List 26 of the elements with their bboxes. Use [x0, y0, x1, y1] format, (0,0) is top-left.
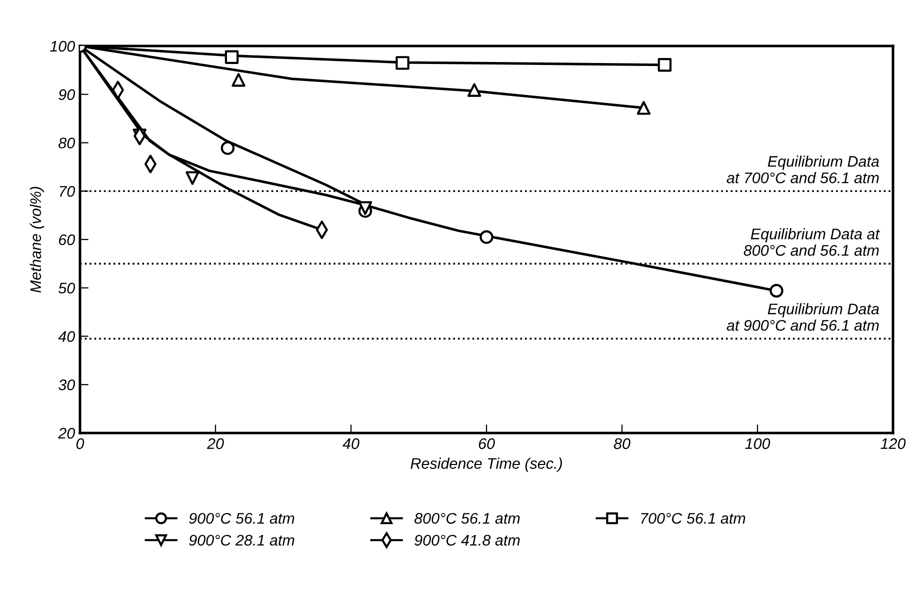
- y-tick-label: 100: [50, 40, 76, 52]
- legend-label: 900°C 28.1 atm: [189, 534, 294, 546]
- ref-line-label: Equilibrium Data at 800°C and 56.1 atm: [744, 228, 880, 256]
- y-tick-label: 20: [58, 428, 76, 439]
- legend-label: 900°C 56.1 atm: [189, 512, 294, 524]
- y-tick-label: 50: [58, 282, 76, 294]
- x-tick-label: 20: [206, 438, 224, 450]
- x-tick-label: 100: [745, 438, 770, 450]
- y-tick-label: 80: [58, 138, 76, 148]
- legend-label: 800°C 56.1 atm: [414, 512, 520, 524]
- x-tick-label: 60: [478, 438, 495, 450]
- x-tick-label: 40: [342, 438, 360, 450]
- x-tick-label: 120: [880, 438, 906, 450]
- y-axis-title: Methane (vol%): [30, 186, 44, 293]
- y-tick-label: 90: [58, 89, 76, 100]
- y-tick-label: 30: [58, 379, 76, 390]
- y-tick-label: 40: [58, 331, 76, 342]
- x-tick-label: 80: [614, 438, 630, 450]
- y-tick-label: 60: [59, 234, 76, 246]
- y-tick-label: 70: [60, 186, 76, 197]
- legend-label: 900°C 41.8 atm: [414, 534, 520, 546]
- legend-label: 700°C 56.1 atm: [641, 512, 746, 524]
- x-axis-title: Residence Time (sec.): [410, 458, 562, 472]
- ref-line-label: Equilibrium Data at 900°C and 56.1 atm: [726, 303, 879, 331]
- x-tick-label: 0: [76, 438, 84, 450]
- ref-line-label: Equilibrium Data at 700°C and 56.1 atm: [726, 156, 879, 184]
